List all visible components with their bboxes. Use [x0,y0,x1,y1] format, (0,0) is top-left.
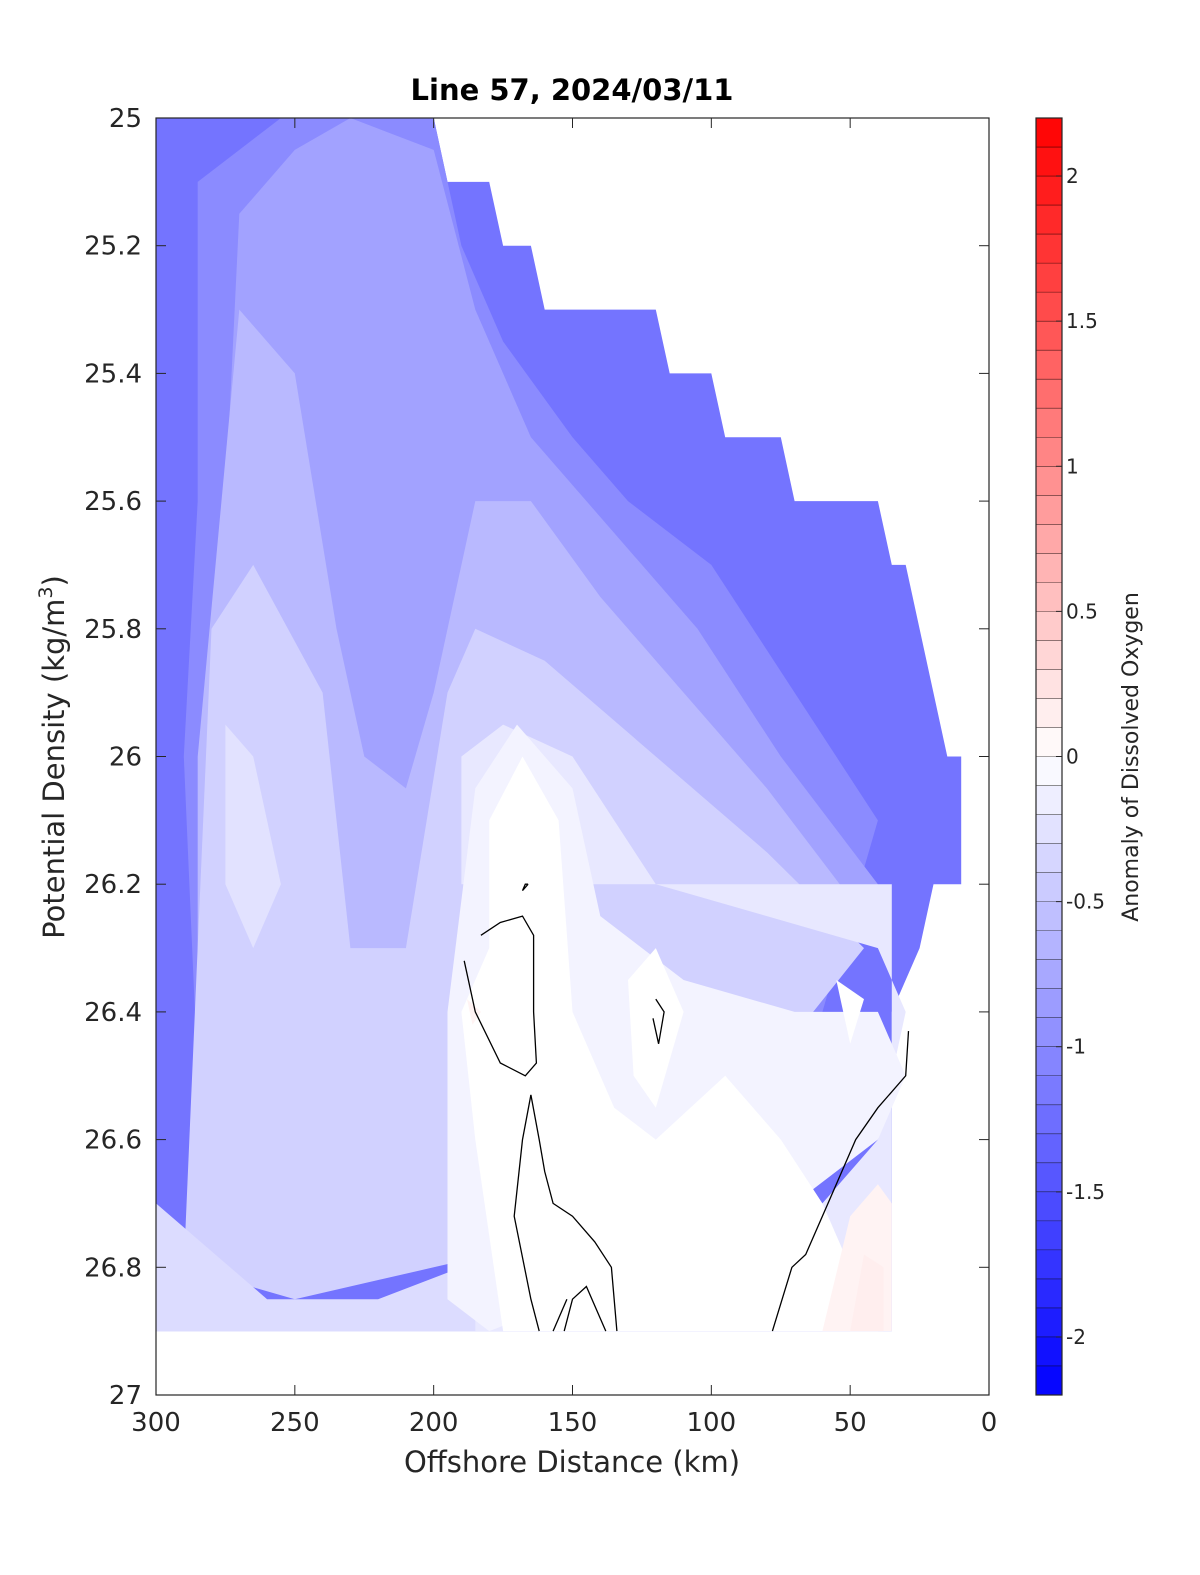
x-tick-label: 50 [834,1408,867,1438]
anomaly-region-13 [850,1254,884,1332]
colorbar-band [1036,959,1062,990]
colorbar-tick-label: 1 [1066,454,1079,478]
colorbar-tick-label: 0.5 [1066,599,1098,623]
colorbar-band [1036,1075,1062,1106]
colorbar-band [1036,1162,1062,1193]
colorbar-band [1036,524,1062,554]
anomaly-region-10 [628,948,684,1108]
chart-title: Line 57, 2024/03/11 [411,73,734,107]
colorbar-band [1036,930,1062,961]
colorbar-band [1036,263,1062,293]
colorbar-band [1036,1278,1062,1309]
y-axis-label-close: ) [37,575,71,586]
anomaly-region-11 [836,980,864,1044]
colorbar-band [1036,843,1062,874]
anomaly-region-9 [461,756,878,1332]
colorbar-band [1036,785,1062,816]
colorbar-band [1036,321,1062,351]
anomaly-region-5 [156,1203,490,1332]
colorbar-band [1036,118,1062,148]
x-tick-label: 250 [270,1408,320,1438]
zero-contour-4 [513,1094,540,1332]
colorbar-band [1036,292,1062,322]
colorbar-band [1036,205,1062,235]
y-tick-label: 25.2 [84,232,142,262]
colorbar-band [1036,582,1062,612]
colorbar-band [1036,1307,1062,1338]
y-tick-label: 25 [109,104,142,134]
anomaly-field [156,118,962,1332]
x-tick-label: 300 [131,1408,181,1438]
colorbar-tick-label: -1.5 [1066,1180,1105,1204]
colorbar-band [1036,495,1062,525]
colorbar-band [1036,1046,1062,1077]
axis-ticks: 300 250 200 150 100 50 0 25 25.2 25.4 25.6 25.8 26 26… [84,104,997,1438]
zero-contour-6 [771,1031,910,1332]
anomaly-region-14 [467,999,481,1025]
colorbar-band [1036,1336,1062,1367]
colorbar-band [1036,698,1062,728]
y-tick-label: 26 [109,743,142,773]
colorbar-band [1036,872,1062,903]
x-tick-label: 0 [981,1408,998,1438]
anomaly-region-6 [225,724,281,949]
colorbar-band [1036,727,1062,757]
colorbar-band [1036,756,1062,787]
colorbar-band [1036,814,1062,845]
y-tick-label: 25.6 [84,487,142,517]
colorbar-tick-label: 0 [1066,745,1079,769]
y-tick-label: 26.4 [84,998,142,1028]
zero-contour-7 [552,1298,568,1332]
colorbar-band [1036,437,1062,467]
colorbar-band [1036,1133,1062,1164]
y-tick-label: 25.4 [84,359,142,389]
colorbar-tick-label: 1.5 [1066,309,1098,333]
zero-contour-2 [521,883,529,892]
y-axis-label-sup: 3 [35,586,57,598]
colorbar-band [1036,669,1062,699]
colorbar-band [1036,379,1062,409]
colorbar-band [1036,1017,1062,1048]
colorbar-band [1036,640,1062,670]
y-axis-label-main: Potential Density (kg/m [37,599,71,939]
colorbar-band [1036,1191,1062,1222]
zero-contour-0 [463,915,538,1077]
colorbar-tick-label: 2 [1066,164,1079,188]
y-tick-label: 27 [109,1381,142,1411]
y-axis-label: Potential Density (kg/m3) [35,575,71,939]
colorbar-band [1036,1249,1062,1280]
y-tick-label: 25.8 [84,615,142,645]
y-tick-label: 26.2 [84,870,142,900]
colorbar-title: Anomaly of Dissolved Oxygen [1119,592,1144,922]
colorbar-ticks: -2 -1.5 -1 -0.5 0 0.5 1 1.5 2 [1056,164,1105,1349]
colorbar-band [1036,176,1062,206]
zero-contour-1 [652,998,665,1044]
x-tick-label: 200 [409,1408,459,1438]
colorbar [1036,118,1062,1396]
colorbar-tick-label: -0.5 [1066,890,1105,914]
colorbar-tick-label: -2 [1066,1325,1086,1349]
colorbar-tick-label: -1 [1066,1035,1086,1059]
zero-contours [463,883,910,1332]
x-axis-label: Offshore Distance (km) [404,1445,740,1479]
zero-contour-5 [563,1285,607,1332]
x-tick-label: 150 [548,1408,598,1438]
colorbar-band [1036,988,1062,1019]
colorbar-band [1036,1220,1062,1251]
colorbar-band [1036,553,1062,583]
colorbar-band [1036,408,1062,438]
zero-contour-3 [530,1094,618,1332]
colorbar-band [1036,1104,1062,1135]
colorbar-band [1036,901,1062,932]
colorbar-band [1036,350,1062,380]
colorbar-band [1036,147,1062,177]
x-tick-label: 100 [687,1408,737,1438]
colorbar-band [1036,466,1062,496]
colorbar-band [1036,1365,1062,1396]
y-tick-label: 26.8 [84,1253,142,1283]
colorbar-band [1036,611,1062,641]
colorbar-band [1036,234,1062,264]
y-tick-label: 26.6 [84,1126,142,1156]
